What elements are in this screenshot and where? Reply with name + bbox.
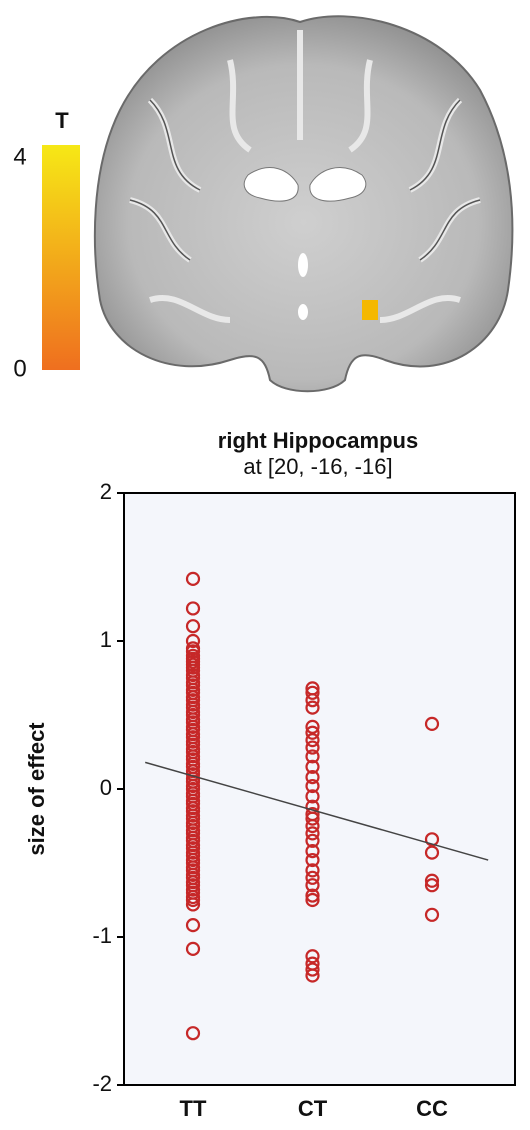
brain-slice [95,16,513,391]
chart-title: right Hippocampus [218,428,418,453]
x-tick-label: CC [416,1096,448,1121]
y-tick-label: -1 [92,923,112,948]
y-tick-label: 2 [100,479,112,504]
figure: T 4 0 right Hippocampus at [20, -16, -16… [0,0,530,1130]
x-tick-label: CT [298,1096,328,1121]
y-axis-label: size of effect [24,722,49,856]
x-tick-label: TT [180,1096,207,1121]
activation-cluster [362,300,378,320]
y-tick-label: -2 [92,1071,112,1096]
colorbar-tick: 4 [13,143,26,170]
y-tick-label: 1 [100,627,112,652]
colorbar [42,145,80,370]
y-tick-label: 0 [100,775,112,800]
colorbar-tick: 0 [13,355,26,382]
chart-subtitle: at [20, -16, -16] [243,454,392,479]
plot-area [124,493,515,1085]
colorbar-label: T [55,108,69,133]
